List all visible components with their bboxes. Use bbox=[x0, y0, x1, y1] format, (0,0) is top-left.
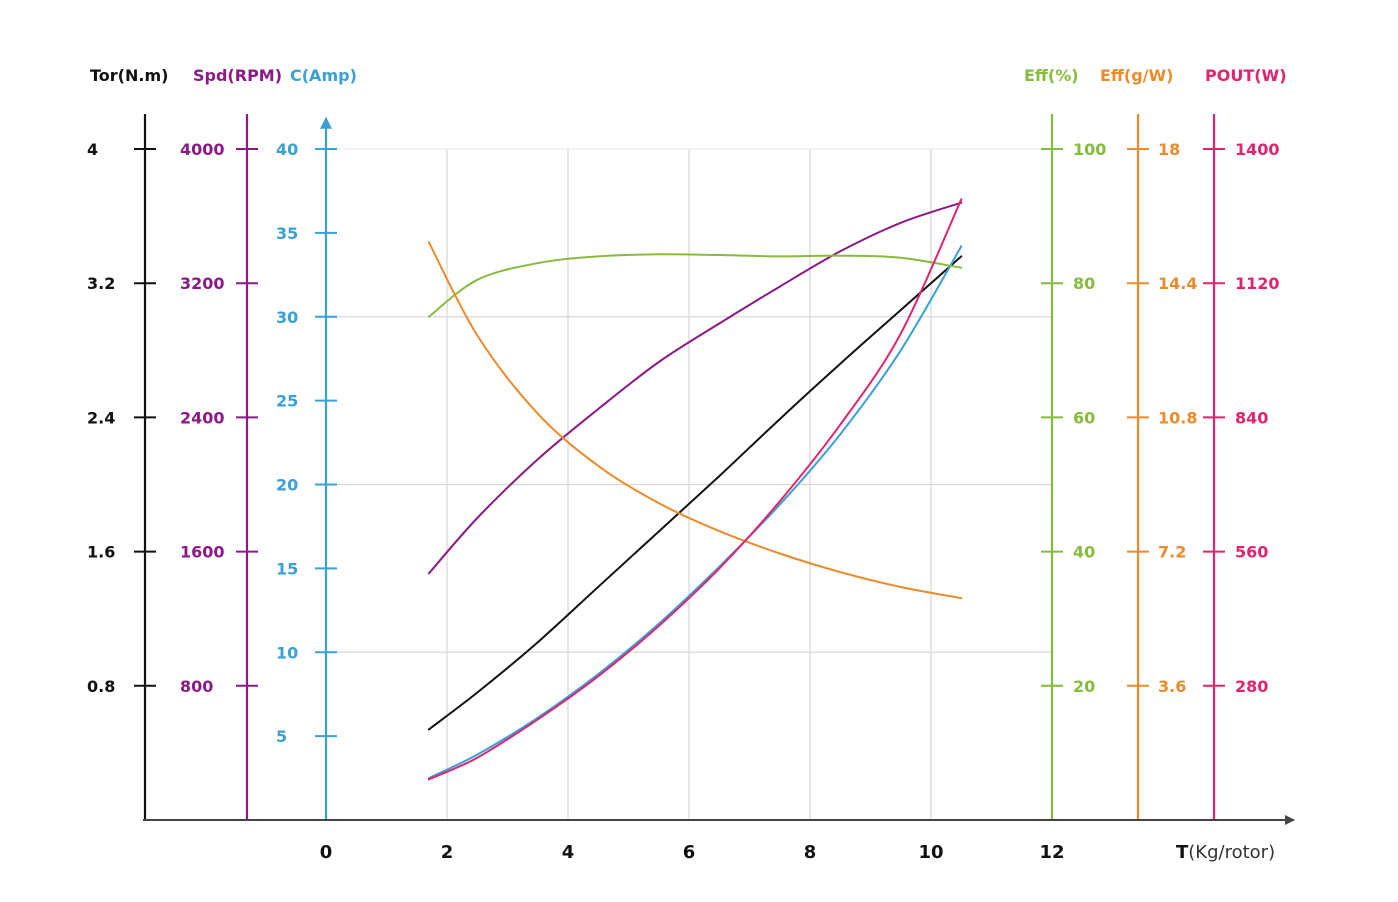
tor-tick-label: 3.2 bbox=[87, 274, 115, 293]
cur-axis-title: C(Amp) bbox=[290, 66, 357, 85]
pout-tick-label: 1400 bbox=[1235, 140, 1280, 159]
x-tick-label: 10 bbox=[918, 842, 943, 863]
effp-tick-label: 100 bbox=[1073, 140, 1106, 159]
tor-tick-label: 4 bbox=[87, 140, 98, 159]
effg-tick-label: 18 bbox=[1158, 140, 1180, 159]
x-tick-label: 6 bbox=[683, 842, 696, 863]
pout-tick-label: 560 bbox=[1235, 543, 1268, 562]
effg-tick-label: 14.4 bbox=[1158, 274, 1197, 293]
tor-tick-label: 2.4 bbox=[87, 408, 115, 427]
cur-tick-label: 25 bbox=[276, 392, 298, 411]
effg-series-line bbox=[427, 241, 963, 600]
spd-tick-label: 1600 bbox=[180, 543, 225, 562]
cur-tick-label: 10 bbox=[276, 643, 298, 662]
spd-tick-label: 3200 bbox=[180, 274, 225, 293]
spd-axis-title: Spd(RPM) bbox=[193, 66, 282, 85]
effg-tick-label: 7.2 bbox=[1158, 543, 1186, 562]
cur-tick-label: 35 bbox=[276, 224, 298, 243]
x-axis-unit: (Kg/rotor) bbox=[1188, 842, 1275, 863]
tor-series-line bbox=[427, 255, 963, 731]
effp-tick-label: 20 bbox=[1073, 677, 1095, 696]
cur-tick-label: 40 bbox=[276, 140, 298, 159]
pout-axis: POUT(W) 280 560 840 1120 1400 bbox=[1203, 66, 1287, 820]
effg-axis-title: Eff(g/W) bbox=[1100, 66, 1173, 85]
cur-tick-label: 30 bbox=[276, 308, 298, 327]
effp-axis: Eff(%) 20 40 60 80 100 bbox=[1024, 66, 1106, 820]
x-axis-label: T bbox=[1176, 842, 1189, 863]
effg-tick-label: 3.6 bbox=[1158, 677, 1186, 696]
x-axis: T(Kg/rotor) 0 2 4 6 8 10 12 bbox=[143, 815, 1295, 863]
x-tick-label: 2 bbox=[441, 842, 454, 863]
cur-tick-label: 5 bbox=[276, 727, 287, 746]
cur-tick-label: 15 bbox=[276, 559, 298, 578]
pout-tick-label: 280 bbox=[1235, 677, 1268, 696]
data-series bbox=[427, 198, 963, 781]
spd-tick-label: 4000 bbox=[180, 140, 225, 159]
axes: Tor(N.m) 0.8 1.6 2.4 3.2 4 Spd(RPM) 800 1600 2400… bbox=[87, 66, 1287, 820]
effp-tick-label: 60 bbox=[1073, 408, 1095, 427]
x-tick-label: 0 bbox=[320, 842, 333, 863]
pout-tick-label: 1120 bbox=[1235, 274, 1280, 293]
cur-series-line bbox=[427, 245, 963, 780]
tor-axis-title: Tor(N.m) bbox=[90, 66, 168, 85]
tor-tick-label: 0.8 bbox=[87, 677, 115, 696]
effg-tick-label: 10.8 bbox=[1158, 408, 1197, 427]
spd-tick-label: 800 bbox=[180, 677, 213, 696]
cur-tick-label: 20 bbox=[276, 476, 298, 495]
tor-tick-label: 1.6 bbox=[87, 543, 115, 562]
effp-series-line bbox=[427, 253, 963, 318]
pout-series-line bbox=[427, 198, 963, 781]
spd-axis: Spd(RPM) 800 1600 2400 3200 4000 bbox=[180, 66, 282, 820]
x-tick-label: 8 bbox=[804, 842, 817, 863]
x-tick-label: 4 bbox=[562, 842, 575, 863]
tor-axis: Tor(N.m) 0.8 1.6 2.4 3.2 4 bbox=[87, 66, 168, 820]
x-tick-label: 12 bbox=[1039, 842, 1064, 863]
pout-axis-title: POUT(W) bbox=[1205, 66, 1287, 85]
effp-axis-title: Eff(%) bbox=[1024, 66, 1079, 85]
effg-axis: Eff(g/W) 3.6 7.2 10.8 14.4 18 bbox=[1100, 66, 1197, 820]
grid bbox=[326, 148, 1052, 820]
effp-tick-label: 40 bbox=[1073, 543, 1095, 562]
cur-axis: C(Amp) 5 10 15 20 25 30 35 40 bbox=[276, 66, 357, 820]
x-axis-title: T(Kg/rotor) bbox=[1176, 842, 1275, 863]
spd-series-line bbox=[427, 201, 963, 575]
spd-tick-label: 2400 bbox=[180, 408, 225, 427]
effp-tick-label: 80 bbox=[1073, 274, 1095, 293]
pout-tick-label: 840 bbox=[1235, 408, 1268, 427]
